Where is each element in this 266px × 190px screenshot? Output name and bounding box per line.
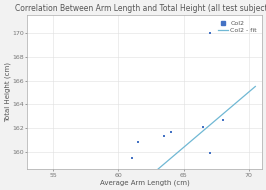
Y-axis label: Total Height (cm): Total Height (cm) bbox=[4, 62, 11, 122]
Point bbox=[129, 156, 134, 159]
Point bbox=[201, 125, 205, 128]
X-axis label: Average Arm Length (cm): Average Arm Length (cm) bbox=[100, 179, 189, 186]
Point bbox=[221, 118, 225, 121]
Legend: Col2, Col2 - fit: Col2, Col2 - fit bbox=[217, 18, 259, 35]
Point bbox=[168, 130, 173, 133]
Point bbox=[136, 141, 140, 144]
Point bbox=[207, 32, 212, 35]
Point bbox=[207, 151, 212, 154]
Point bbox=[162, 135, 166, 138]
Title: Correlation Between Arm Length and Total Height (all test subjects): Correlation Between Arm Length and Total… bbox=[15, 4, 266, 13]
